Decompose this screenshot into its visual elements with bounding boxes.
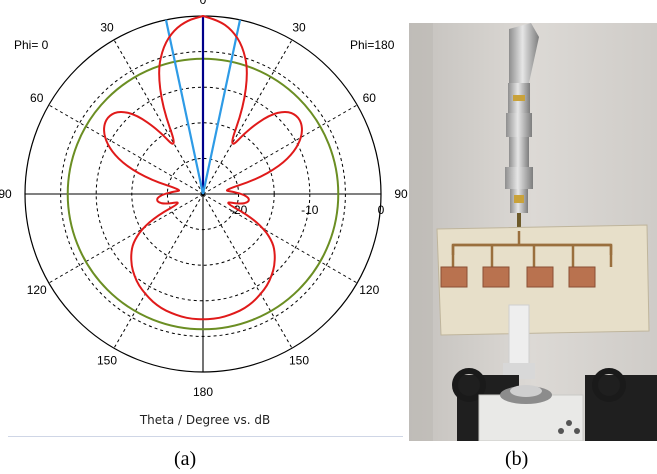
polar-plot-panel: 0 30 60 90 120 150 180 150 120 90 60 30 -20 -10 0 Phi=… [0, 0, 408, 437]
grid-spoke-150 [202, 193, 293, 349]
angle-label-120: 120 [359, 283, 379, 297]
beam-line-1-0 [164, 19, 205, 195]
angle-label-240: 120 [27, 283, 47, 297]
grid-spoke-60 [202, 104, 358, 195]
angle-label-60: 60 [363, 91, 377, 105]
angle-label-180: 180 [193, 385, 213, 399]
radiation-pattern [103, 15, 303, 321]
panel-label-a: (a) [174, 448, 197, 470]
grid-spoke-330 [113, 39, 204, 195]
grid-spoke-210 [113, 193, 204, 349]
axis-caption: Theta / Degree vs. dB [139, 413, 271, 427]
beam-line-1-1 [201, 19, 242, 195]
grid-spoke-120 [202, 193, 358, 284]
panel-divider [8, 436, 403, 437]
angle-label-0: 0 [200, 0, 207, 7]
phi-left-label: Phi= 0 [14, 38, 49, 52]
angle-label-30: 30 [292, 21, 306, 35]
angle-label-210: 150 [97, 353, 117, 367]
grid-spoke-300 [48, 104, 204, 195]
angle-label-270: 90 [0, 187, 12, 201]
phi-right-label: Phi=180 [350, 38, 395, 52]
antenna-photo [409, 23, 657, 441]
antenna-photo-illustration [409, 23, 657, 441]
radial-label-0: 0 [378, 203, 385, 217]
panel-label-b: (b) [505, 448, 529, 470]
grid-spoke-30 [202, 39, 293, 195]
angle-label-300: 60 [30, 91, 44, 105]
angle-label-150: 150 [289, 353, 309, 367]
angle-label-330: 30 [100, 21, 114, 35]
grid-spoke-240 [48, 193, 204, 284]
radial-label--10: -10 [301, 203, 319, 217]
angle-label-90: 90 [394, 187, 408, 201]
